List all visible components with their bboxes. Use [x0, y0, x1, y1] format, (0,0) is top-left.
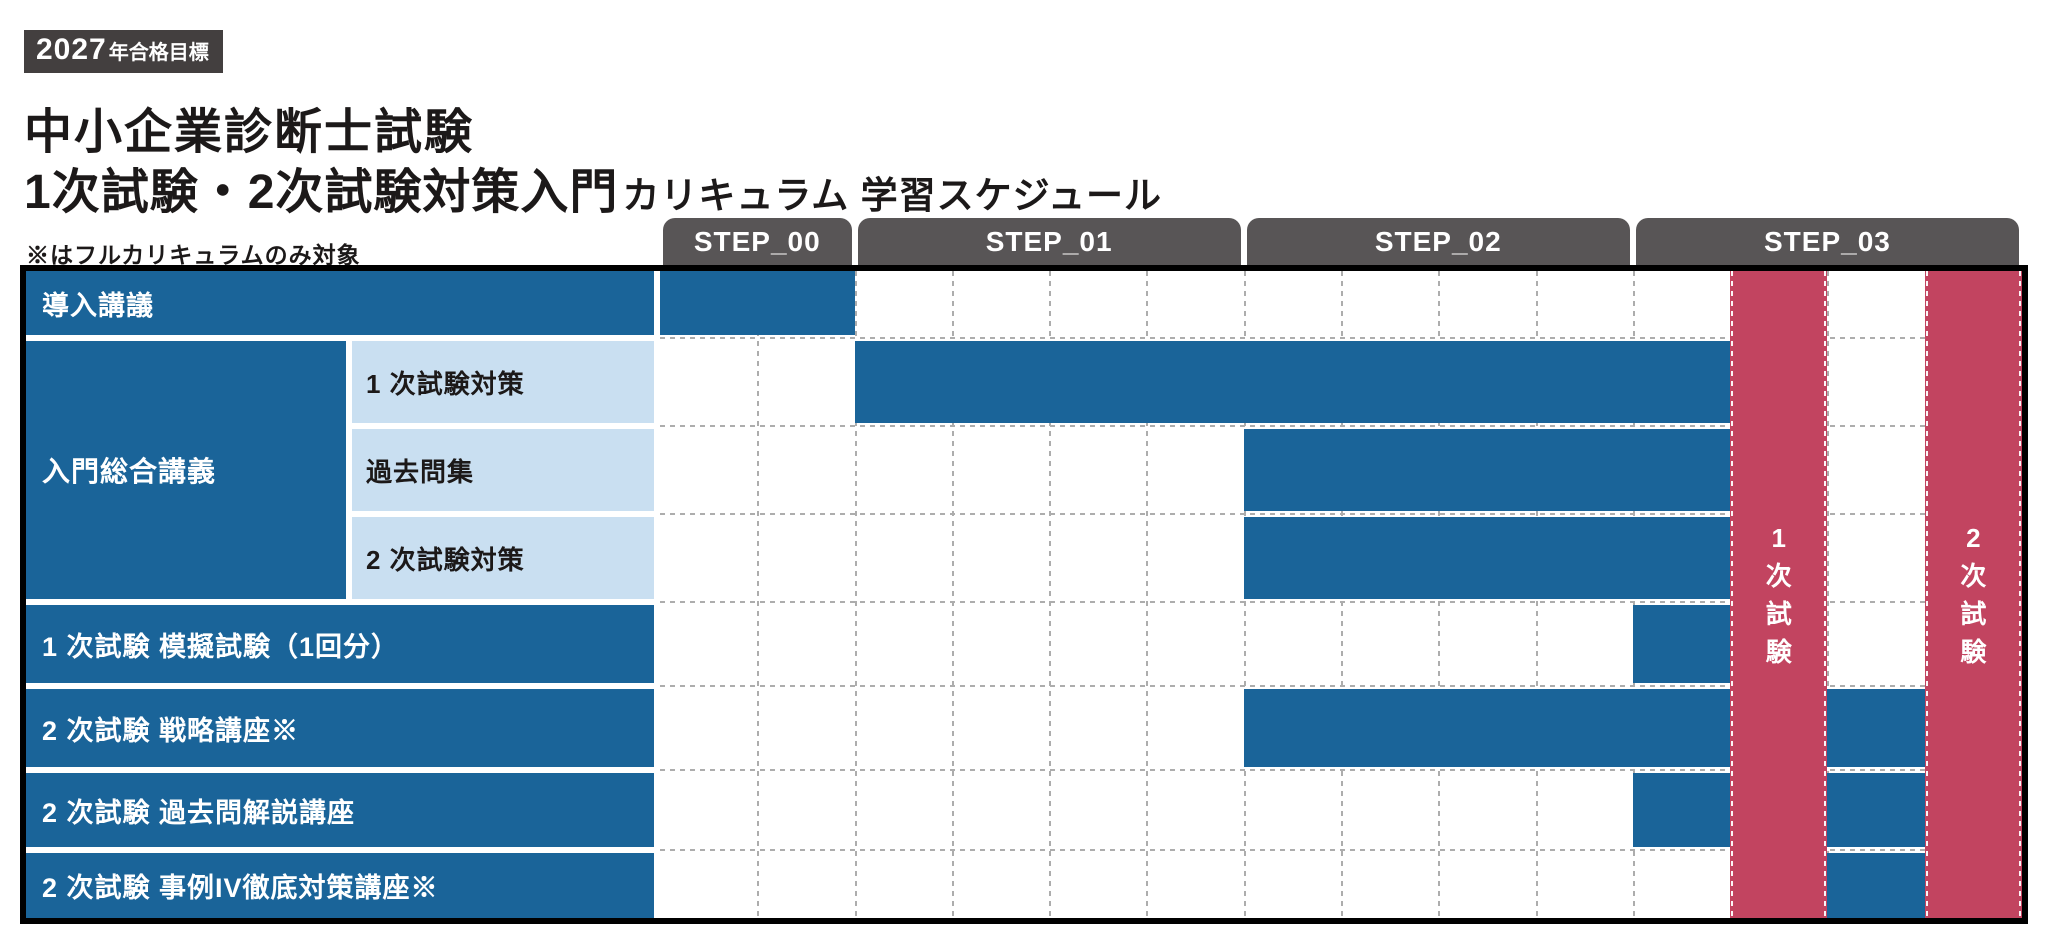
page-title: 中小企業診断士試験 [24, 106, 475, 159]
exam-column-label: 2 次試験 [1925, 271, 2022, 918]
gantt-bar [660, 271, 855, 335]
exam-label-char: 次 [1960, 560, 1987, 591]
gantt-bar [1243, 429, 1731, 511]
sub-row-label: 2 次試験対策 [352, 517, 654, 599]
grid-line-vertical [1146, 271, 1149, 918]
grid-line-vertical [757, 271, 760, 918]
exam-column: 2 次試験 [1924, 271, 2022, 918]
gantt-bar [1827, 853, 1925, 918]
sub-row-label: 過去問集 [352, 429, 654, 511]
subtitle-small: カリキュラム 学習スケジュール [622, 175, 1162, 216]
exam-column-edge [1925, 271, 1928, 918]
row-label: 2 次試験 過去問解説講座 [26, 773, 654, 847]
exam-label-char: 次 [1765, 560, 1792, 591]
grid-line-horizontal [660, 513, 2022, 515]
exam-column-edge [2018, 271, 2021, 918]
schedule-table-frame [20, 265, 2028, 924]
badge-suffix: 年合格目標 [108, 42, 209, 64]
gantt-bar [1827, 689, 1925, 767]
step-tab-step_00: STEP_00 [663, 218, 852, 265]
gantt-bar [1632, 605, 1731, 683]
grid-line-vertical [1049, 271, 1052, 918]
target-year-badge: 2027 年合格目標 [24, 30, 223, 73]
grid-line-horizontal [660, 425, 2022, 427]
step-tab-step_02: STEP_02 [1246, 218, 1630, 265]
step-tab-step_01: STEP_01 [857, 218, 1241, 265]
exam-label-char: 1 [1771, 522, 1787, 553]
grid-line-horizontal [660, 849, 2022, 851]
grid-line-vertical [1827, 271, 1830, 918]
grid-line-horizontal [660, 685, 2022, 687]
group-label: 入門総合講義 [26, 341, 346, 599]
exam-column-edge [1731, 271, 1734, 918]
grid-line-vertical [854, 271, 857, 918]
gantt-bar [1243, 517, 1731, 599]
row-label: 1 次試験 模擬試験（1回分） [26, 605, 654, 683]
row-label: 2 次試験 戦略講座※ [26, 689, 654, 767]
exam-label-char: 験 [1960, 636, 1987, 667]
exam-column: 1 次試験 [1730, 271, 1828, 918]
badge-year: 2027 [36, 33, 107, 66]
gantt-bar [854, 341, 1731, 423]
exam-label-char: 2 [1966, 522, 1981, 553]
grid-line-vertical [951, 271, 954, 918]
exam-column-label: 1 次試験 [1730, 271, 1827, 918]
exam-column-edge [1824, 271, 1827, 918]
subtitle-main: 1次試験・2次試験対策入門 [24, 166, 619, 219]
row-label: 導入講議 [26, 271, 654, 335]
page-subtitle: 1次試験・2次試験対策入門 カリキュラム 学習スケジュール [24, 152, 1162, 222]
step-tab-step_03: STEP_03 [1635, 218, 2019, 265]
sub-row-label: 1 次試験対策 [352, 341, 654, 423]
grid-line-horizontal [660, 337, 2022, 339]
gantt-bar [1243, 689, 1731, 767]
exam-label-char: 試 [1960, 598, 1987, 629]
exam-label-char: 験 [1765, 636, 1792, 667]
gantt-bar [1632, 773, 1731, 847]
exam-label-char: 試 [1765, 598, 1792, 629]
grid-line-horizontal [660, 601, 2022, 603]
row-label: 2 次試験 事例IV徹底対策講座※ [26, 853, 654, 918]
full-curriculum-note: ※はフルカリキュラムのみ対象 [26, 242, 361, 268]
gantt-bar [1827, 773, 1925, 847]
grid-line-horizontal [660, 769, 2022, 771]
